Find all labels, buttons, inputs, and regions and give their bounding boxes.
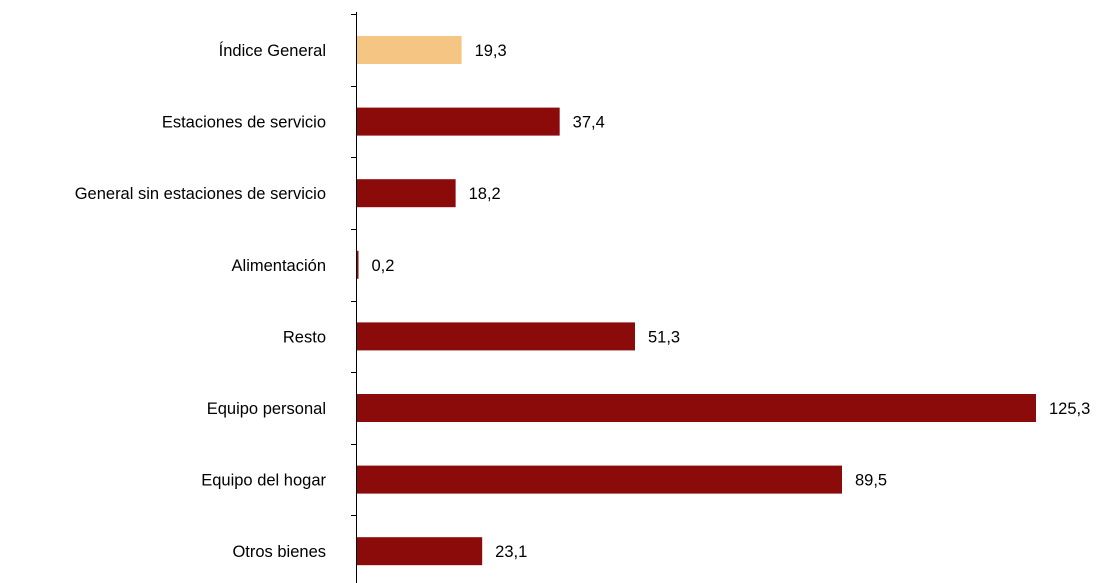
value-label: 37,4: [573, 114, 605, 132]
category-label: Alimentación: [232, 257, 326, 275]
bar: [357, 465, 842, 494]
bar: [357, 179, 456, 208]
value-label: 23,1: [495, 543, 527, 561]
value-label: 89,5: [855, 472, 887, 490]
plot-area: Índice General 19,3 Estaciones de servicio…: [75, 12, 1090, 583]
value-label: 0,2: [372, 257, 395, 275]
bar: [357, 322, 635, 351]
category-label: Equipo personal: [207, 400, 326, 418]
value-label: 18,2: [469, 185, 501, 203]
value-label: 51,3: [648, 328, 680, 346]
category-label: Estaciones de servicio: [162, 114, 326, 132]
bar: [357, 250, 359, 279]
value-label: 125,3: [1049, 400, 1090, 418]
bar: [357, 537, 483, 566]
category-label: Índice General: [219, 41, 326, 60]
category-label: Resto: [283, 328, 326, 346]
bar: [357, 107, 560, 136]
category-label: General sin estaciones de servicio: [75, 185, 326, 203]
bar: [357, 36, 462, 64]
category-label: Equipo del hogar: [201, 472, 326, 490]
value-label: 19,3: [475, 42, 507, 60]
category-label: Otros bienes: [232, 543, 326, 561]
bar: [357, 394, 1036, 422]
